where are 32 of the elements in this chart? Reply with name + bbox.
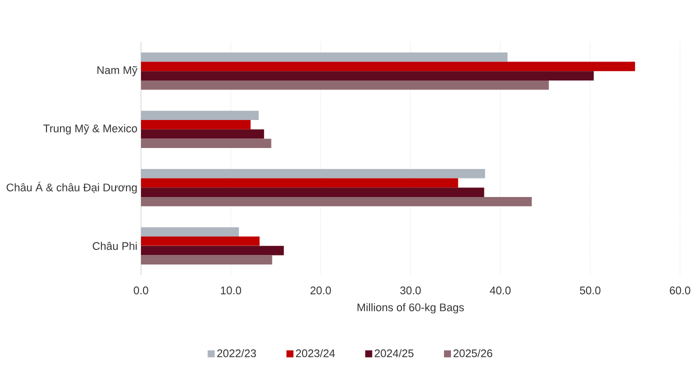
bar [141, 120, 251, 130]
legend-label: 2022/23 [217, 349, 256, 358]
bar [141, 62, 636, 72]
x-tick-label: 60.0 [670, 286, 690, 294]
legend-label: 2025/26 [454, 349, 492, 358]
bar [141, 71, 594, 80]
x-tick-label: 20.0 [310, 286, 331, 294]
bar [141, 196, 532, 206]
bar [141, 188, 484, 197]
bar [141, 129, 264, 139]
bar [141, 246, 284, 256]
bar [141, 138, 272, 148]
y-tick-label: Châu Phi [92, 242, 137, 250]
bar [141, 236, 260, 246]
bar [141, 52, 508, 62]
bar [141, 80, 549, 90]
x-tick-label: 40.0 [490, 286, 511, 294]
x-tick-label: 50.0 [580, 286, 600, 294]
bar [141, 110, 259, 120]
bar [141, 178, 458, 188]
y-tick-label: Trung Mỹ & Mexico [43, 124, 137, 134]
x-axis-title: Millions of 60-kg Bags [358, 303, 464, 314]
bar [141, 168, 486, 178]
y-tick-label: Nam Mỹ [97, 66, 138, 76]
bar [141, 255, 272, 265]
bar [141, 227, 239, 237]
y-tick-label: Châu Á & châu Đại Dương [6, 182, 137, 194]
legend-label: 2023/24 [296, 349, 335, 358]
x-tick-label: 10.0 [220, 286, 242, 294]
legend-label: 2024/25 [374, 349, 414, 358]
x-tick-label: 0.0 [134, 286, 148, 294]
x-tick-label: 30.0 [400, 286, 421, 294]
